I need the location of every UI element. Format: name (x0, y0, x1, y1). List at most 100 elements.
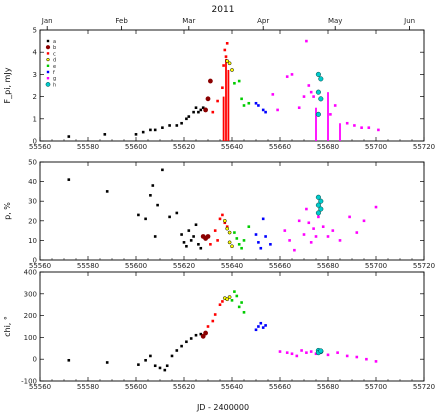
legend-label: c (53, 51, 56, 57)
y-tick-label: 1 (33, 115, 37, 123)
series-g-point (307, 84, 311, 87)
series-b-point (203, 107, 209, 113)
x-tick-label: 55580 (77, 383, 99, 391)
panel-frame (39, 271, 425, 382)
series-c-point (224, 55, 228, 58)
series-a-point (158, 366, 162, 370)
series-f-point (259, 321, 263, 325)
legend-marker (46, 39, 50, 43)
series-g-point (314, 352, 318, 356)
series-d-point (222, 218, 227, 223)
x-tick-label: 55700 (365, 262, 387, 270)
series-b-point (205, 234, 211, 239)
y-tick-label: 4 (33, 49, 38, 57)
series-f-point (257, 241, 260, 244)
series-a-point (182, 241, 186, 244)
series-a-point (153, 235, 157, 238)
series-g-point (300, 349, 303, 352)
series-g-point (329, 113, 332, 116)
series-e-point (235, 237, 239, 240)
panel-frame (39, 29, 425, 142)
series-g-point (353, 124, 356, 127)
series-e-point (235, 294, 239, 298)
series-c-point (225, 225, 229, 228)
legend-marker (46, 70, 50, 74)
series-a-point (199, 332, 203, 336)
series-a-point (153, 128, 157, 132)
legend-marker (45, 82, 51, 87)
series-e-point (233, 231, 236, 234)
series-g-point (309, 90, 313, 94)
series-c-point (213, 313, 217, 316)
series-a-point (105, 190, 109, 193)
series-b-point (205, 96, 211, 102)
series-g-point (355, 231, 359, 234)
series-a-point (175, 349, 179, 352)
series-c-point (218, 217, 222, 221)
series-c-point (222, 64, 225, 67)
y-tick-label: 50 (28, 159, 37, 167)
series-a-point (175, 211, 179, 215)
series-c-point (209, 243, 212, 246)
panel-1: 55560 55580 55600 55620 55640 55660 55680 55700… (3, 27, 435, 152)
series-g-point (345, 354, 349, 358)
series-c-point (223, 48, 227, 52)
series-c-point (225, 42, 229, 45)
series-e-point (233, 81, 236, 85)
series-g-point (295, 354, 299, 358)
series-c-point (221, 86, 224, 90)
y-tick-label: 400 (24, 269, 37, 277)
series-a-point (161, 168, 164, 172)
series-g-point (285, 75, 289, 78)
x-tick-label: 55680 (317, 143, 339, 151)
series-g-point (276, 108, 279, 112)
series-g-point (345, 121, 349, 125)
series-f-point (269, 243, 272, 246)
series-g-point (312, 95, 315, 98)
series-a-point (189, 239, 193, 242)
series-a-point (180, 121, 183, 125)
y-axis-label: p, % (3, 202, 12, 220)
panel-2: 55560 55580 55600 55620 55640 55660 55680 55700… (3, 159, 435, 271)
series-g-point (355, 355, 359, 359)
series-g-point (283, 229, 287, 232)
series-d-point (227, 61, 232, 66)
series-f-point (254, 101, 258, 105)
series-g-point (333, 104, 337, 107)
series-g-point (338, 239, 342, 242)
series-a-point (199, 108, 203, 112)
panel-3: 55560 55580 55600 55620 55640 55660 55680 55700… (3, 269, 435, 392)
legend-marker (45, 45, 51, 50)
y-tick-label: 0 (33, 138, 37, 146)
series-g-point (302, 95, 306, 98)
series-a-point (163, 368, 167, 372)
series-a-point (194, 223, 198, 227)
series-c-point (213, 229, 217, 232)
series-e-point (237, 79, 241, 83)
series-f-point (261, 217, 265, 221)
legend-label: b (53, 45, 56, 51)
series-a-point (192, 110, 195, 114)
series-a-point (194, 106, 198, 109)
x-tick-label: 55660 (269, 143, 291, 151)
series-c-point (223, 221, 227, 225)
series-d-point (227, 240, 232, 245)
x-tick-label: 55640 (221, 262, 243, 270)
x-tick-label: 55620 (173, 262, 195, 270)
series-g-point (374, 205, 378, 209)
series-f-point (259, 246, 263, 250)
series-a-point (165, 364, 169, 368)
series-f-point (261, 108, 265, 112)
x-tick-label: 55620 (173, 383, 195, 391)
series-g-point (278, 350, 282, 353)
series-a-point (67, 358, 71, 362)
x-tick-label: 55640 (221, 143, 243, 151)
series-a-point (201, 106, 205, 109)
x-axis-label: JD - 2400000 (196, 403, 249, 412)
series-g-point (297, 106, 301, 109)
series-e-point (240, 97, 243, 101)
series-g-point (365, 357, 368, 361)
series-g-point (288, 239, 291, 242)
